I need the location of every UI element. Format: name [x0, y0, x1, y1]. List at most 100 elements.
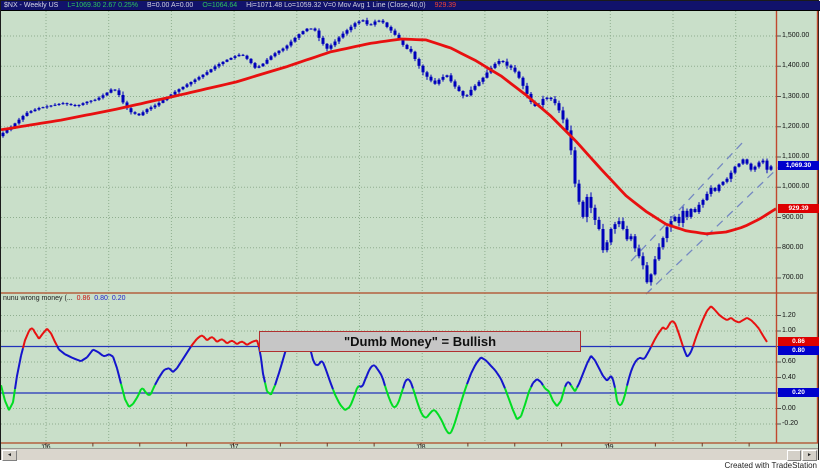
price-and-indicator-plot: [1, 11, 819, 448]
candle-body: [661, 238, 665, 248]
horizontal-scrollbar[interactable]: ◄ ►: [1, 448, 818, 461]
titlebar-segment-2: B=0.00 A=0.00: [147, 1, 194, 9]
candle-body: [617, 221, 621, 225]
axis-tick-label: 1.00: [782, 327, 796, 334]
titlebar-segment-4: Hi=1071.48 Lo=1059.32 V=0 Mov Avg 1 Line…: [246, 1, 426, 9]
time-axis-label: '07: [221, 444, 247, 451]
candle-body: [493, 63, 497, 68]
candle-body: [257, 66, 261, 68]
scroll-left-button[interactable]: ◄: [2, 450, 17, 461]
candle-body: [401, 39, 405, 45]
candle-body: [441, 76, 445, 80]
candle-body: [109, 89, 113, 93]
candle-body: [285, 45, 289, 49]
candle-body: [69, 104, 73, 106]
axis-price-badge: 0.86: [778, 336, 819, 346]
candle-body: [445, 75, 449, 77]
candle-body: [681, 210, 685, 223]
candle-body: [705, 193, 709, 200]
candle-body: [373, 21, 377, 25]
candle-body: [405, 44, 409, 49]
candle-body: [21, 115, 25, 120]
candle-body: [245, 55, 249, 59]
candle-body: [593, 207, 597, 220]
candle-body: [557, 103, 561, 111]
candle-body: [389, 26, 393, 31]
candle-body: [185, 84, 189, 87]
indicator-values: 0.86 0.80 0.20: [77, 295, 130, 302]
candle-body: [317, 30, 321, 38]
candle-body: [29, 111, 33, 113]
candle-body: [613, 224, 617, 229]
candle-body: [385, 22, 389, 27]
candle-body: [65, 103, 69, 105]
time-axis-label: '06: [33, 444, 59, 451]
candle-body: [745, 159, 749, 164]
candle-body: [749, 163, 753, 170]
candle-body: [625, 228, 629, 240]
candle-body: [381, 20, 385, 23]
candle-body: [145, 109, 149, 113]
candle-body: [201, 74, 205, 78]
scrollbar-thumb[interactable]: [787, 450, 801, 461]
candle-body: [461, 91, 465, 96]
candle-body: [49, 105, 53, 107]
candle-body: [361, 20, 365, 22]
axis-tick-label: 0.00: [782, 404, 796, 412]
axis-tick-label: 1,100.00: [782, 153, 810, 160]
candle-body: [229, 57, 233, 60]
candle-body: [649, 274, 653, 283]
candle-body: [677, 216, 681, 223]
candle-body: [253, 63, 257, 68]
candle-body: [393, 30, 397, 35]
candle-body: [421, 65, 425, 73]
candle-body: [341, 33, 345, 38]
axis-tick-label: 700.00: [782, 274, 804, 281]
indicator-line-low: [1, 382, 628, 435]
candle-body: [197, 77, 201, 80]
axis-tick-label: -0.20: [782, 420, 798, 427]
candle-body: [485, 72, 489, 78]
candle-body: [413, 51, 417, 59]
candle-body: [305, 28, 309, 32]
candle-body: [129, 108, 133, 113]
candle-body: [741, 159, 745, 164]
moving-average-line: [1, 37, 777, 236]
candle-body: [193, 79, 197, 82]
candle-body: [665, 227, 669, 239]
dumb-money-annotation-text: "Dumb Money" = Bullish: [343, 334, 497, 349]
candle-body: [737, 163, 741, 167]
candle-body: [757, 162, 761, 167]
time-axis-label: '08: [408, 444, 434, 451]
candle-body: [517, 71, 521, 78]
candle-body: [449, 75, 453, 82]
candle-body: [213, 66, 217, 70]
candle-body: [409, 48, 413, 52]
candle-body: [481, 77, 485, 82]
candle-body: [225, 59, 229, 62]
candle-body: [325, 43, 329, 49]
candle-body: [77, 104, 81, 106]
candle-body: [437, 79, 441, 84]
candle-body: [329, 45, 333, 49]
candle-body: [765, 160, 769, 170]
dumb-money-annotation[interactable]: "Dumb Money" = Bullish: [259, 331, 581, 352]
candle-body: [297, 34, 301, 38]
candle-body: [669, 221, 673, 228]
candle-body: [369, 24, 373, 26]
candle-body: [657, 247, 661, 260]
candle-body: [301, 31, 305, 35]
candle-body: [525, 85, 529, 94]
tradestation-chart-window: $NX - Weekly US L=1069.30 2.67 0.25% B=0.0…: [0, 0, 820, 461]
candle-body: [5, 129, 9, 133]
scroll-right-button[interactable]: ►: [802, 450, 817, 461]
candle-body: [417, 58, 421, 66]
axis-tick-label: 1,400.00: [782, 62, 810, 70]
candle-body: [113, 89, 117, 91]
indicator-value: 0.86: [76, 295, 91, 302]
candle-body: [761, 160, 765, 163]
candle-body: [465, 95, 469, 97]
titlebar-segment-5: 929.39: [434, 1, 457, 9]
candle-body: [429, 76, 433, 81]
